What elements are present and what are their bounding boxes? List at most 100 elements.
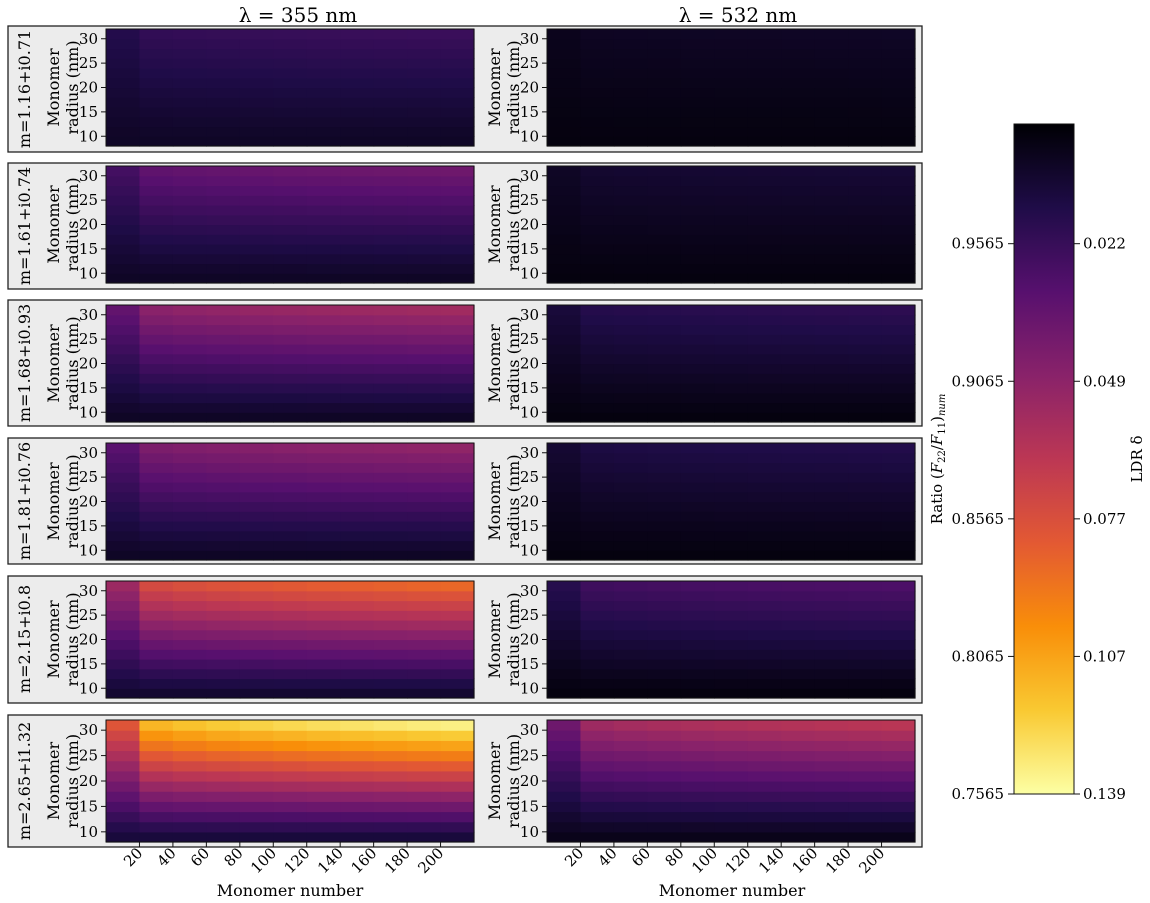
heatmap-cell [747,688,782,699]
heatmap-cell [106,668,141,680]
heatmap-cell [239,185,274,196]
heatmap-cell [881,29,916,40]
heatmap-cell [547,831,582,843]
heatmap-cell [139,781,174,792]
heatmap-cell [340,462,375,473]
heatmap-cell [373,314,408,326]
heatmap-cell [881,38,916,50]
heatmap-cell [747,472,782,483]
heatmap-cell [848,600,883,611]
heatmap-cell [172,214,207,226]
heatmap-cell [440,185,475,196]
y-tick-label: 15 [520,379,539,397]
heatmap-cell [613,720,648,731]
heatmap-cell [340,831,375,843]
heatmap-cell [306,688,341,699]
heatmap-cell [340,629,375,641]
heatmap-cell [139,629,174,641]
heatmap-cell [680,720,715,731]
heatmap-cell [172,68,207,79]
heatmap-cell [373,175,408,187]
heatmap-cell [239,126,274,137]
heatmap-cell [440,392,475,404]
heatmap-cell [407,620,442,631]
heatmap-cell [848,136,883,147]
heatmap-cell [580,363,615,374]
heatmap-cell [340,791,375,802]
heatmap-cell [814,649,849,660]
heatmap-cell [407,29,442,40]
heatmap-cell [340,273,375,284]
heatmap-cell [373,472,408,483]
heatmap-cell [747,273,782,284]
heatmap-cell [440,58,475,69]
heatmap-cell [781,344,816,355]
heatmap-cell [306,136,341,147]
heatmap-cell [580,730,615,741]
heatmap-cell [881,344,916,355]
heatmap-cell [273,334,308,345]
heatmap-cell [172,831,207,843]
heatmap-cell [714,821,749,833]
heatmap-cell [714,324,749,335]
heatmap-cell [340,639,375,650]
heatmap-cell [306,770,341,782]
heatmap-cell [340,649,375,660]
y-tick-label: 25 [79,606,98,624]
heatmap-cell [747,334,782,345]
heatmap-cell [613,314,648,326]
heatmap-cell [680,234,715,245]
heatmap-cell [206,791,241,802]
heatmap-cell [680,760,715,772]
heatmap-cell [239,668,274,680]
heatmap-cell [680,263,715,274]
heatmap-cell [239,363,274,374]
heatmap-cell [340,821,375,833]
heatmap-cell [747,97,782,108]
heatmap-cell [239,87,274,98]
heatmap-cell [781,126,816,137]
heatmap-cell [440,263,475,274]
heatmap-cell [714,659,749,670]
heatmap-cell [747,373,782,384]
heatmap-cell [373,273,408,284]
heatmap-cell [106,530,141,542]
heatmap-cell [547,530,582,542]
heatmap-cell [340,363,375,374]
heatmap-cell [306,443,341,454]
heatmap-cell [340,324,375,335]
heatmap-cell [306,383,341,394]
heatmap-cell [306,38,341,50]
heatmap-cell [106,373,141,384]
heatmap-cell [273,58,308,69]
heatmap-cell [747,166,782,177]
heatmap-cell [814,740,849,752]
heatmap-cell [848,452,883,464]
heatmap-cell [273,402,308,413]
heatmap-cell [106,629,141,641]
heatmap-cell [239,334,274,345]
heatmap-cell [814,324,849,335]
heatmap-cell [407,600,442,611]
heatmap-cell [680,791,715,802]
heatmap-cell [814,581,849,592]
heatmap-cell [373,452,408,464]
heatmap-cell [613,29,648,40]
heatmap-cell [580,491,615,503]
heatmap-cell [273,305,308,316]
heatmap-cell [172,392,207,404]
heatmap-cell [881,688,916,699]
heatmap-cell [273,195,308,206]
heatmap-cell [373,590,408,602]
heatmap-cell [172,791,207,802]
heatmap-cell [407,344,442,355]
heatmap-cell [172,781,207,792]
heatmap-cell [106,412,141,423]
heatmap-cell [206,821,241,833]
heatmap-cell [547,48,582,59]
heatmap-cell [172,38,207,50]
y-tick-label: 30 [520,306,539,324]
x-tick-label: 80 [661,844,687,870]
heatmap-cell [848,668,883,680]
heatmap-cell [340,750,375,762]
